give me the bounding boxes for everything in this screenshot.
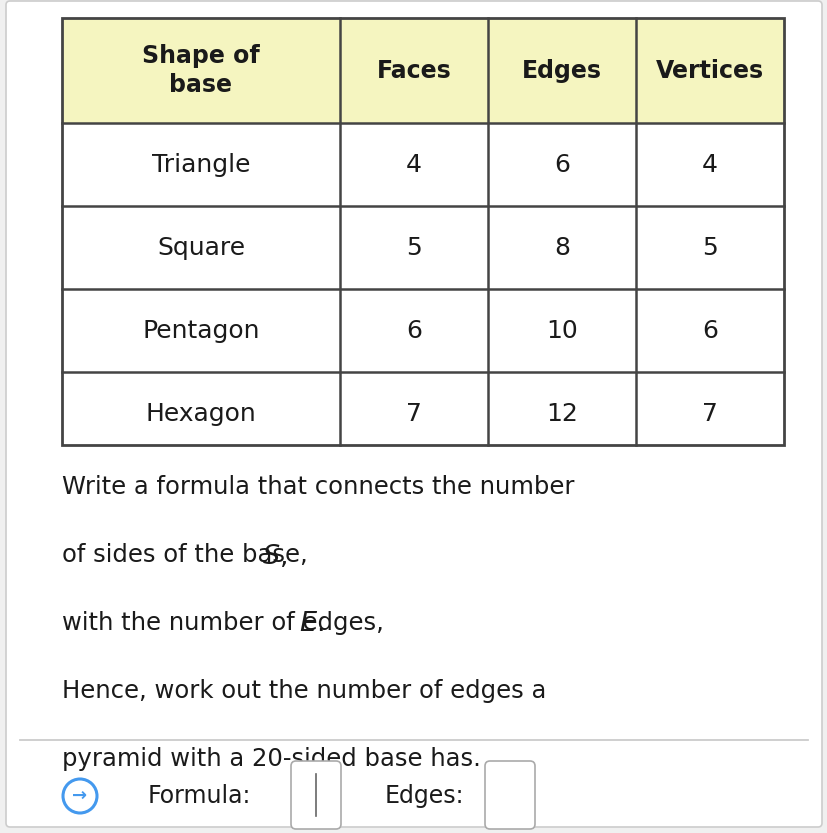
FancyBboxPatch shape — [6, 1, 821, 827]
Text: 6: 6 — [553, 152, 569, 177]
Text: Vertices: Vertices — [655, 58, 763, 82]
Text: 6: 6 — [405, 318, 422, 342]
Bar — [62, 18, 783, 123]
Text: pyramid with a 20-sided base has.: pyramid with a 20-sided base has. — [62, 747, 480, 771]
Text: Pentagon: Pentagon — [142, 318, 260, 342]
Text: 12: 12 — [545, 402, 577, 426]
Text: →: → — [72, 787, 88, 805]
Text: 6: 6 — [701, 318, 717, 342]
Bar — [62, 18, 783, 445]
FancyBboxPatch shape — [485, 761, 534, 829]
Text: Hence, work out the number of edges a: Hence, work out the number of edges a — [62, 679, 546, 703]
Text: 5: 5 — [701, 236, 717, 260]
Text: Square: Square — [157, 236, 245, 260]
Text: 8: 8 — [553, 236, 569, 260]
Text: 5: 5 — [405, 236, 421, 260]
Text: 7: 7 — [405, 402, 422, 426]
Text: Write a formula that connects the number: Write a formula that connects the number — [62, 475, 574, 499]
Text: 4: 4 — [701, 152, 717, 177]
Text: of sides of the base,: of sides of the base, — [62, 543, 315, 567]
Text: Hexagon: Hexagon — [146, 402, 256, 426]
Text: Edges: Edges — [521, 58, 601, 82]
Text: $\mathit{E}$.: $\mathit{E}$. — [299, 611, 323, 637]
Text: Formula:: Formula: — [148, 784, 251, 808]
Text: Triangle: Triangle — [151, 152, 250, 177]
Text: $\mathit{S}$,: $\mathit{S}$, — [262, 543, 287, 570]
Text: Shape of
base: Shape of base — [142, 43, 260, 97]
Text: Faces: Faces — [376, 58, 451, 82]
Text: with the number of edges,: with the number of edges, — [62, 611, 391, 635]
Text: 7: 7 — [701, 402, 717, 426]
Text: 10: 10 — [546, 318, 577, 342]
Text: 4: 4 — [405, 152, 422, 177]
FancyBboxPatch shape — [290, 761, 341, 829]
Text: Edges:: Edges: — [385, 784, 464, 808]
